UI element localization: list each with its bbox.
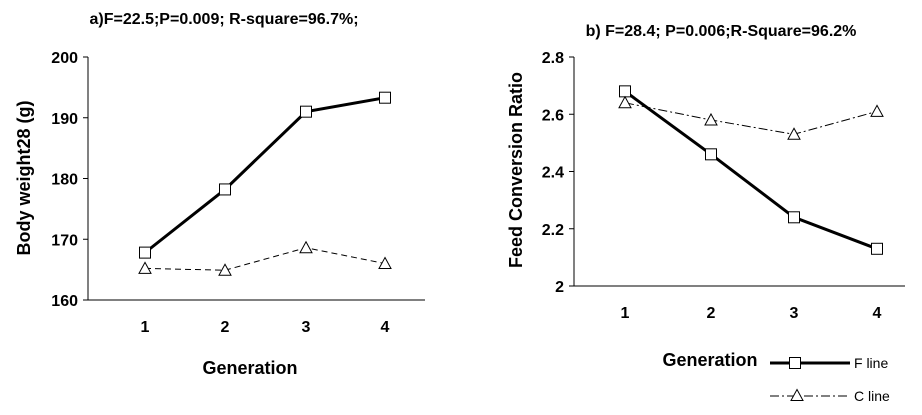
chart-b-x-tick-label: 2 (707, 305, 716, 322)
chart-a-x-tick-label: 4 (381, 319, 390, 336)
chart-b-f-line-square-marker (619, 85, 631, 98)
chart-a-c-line-triangle-marker (378, 256, 392, 270)
legend-item-f-line: F line (770, 355, 888, 371)
legend-c-line-triangle-marker (790, 388, 804, 401)
chart-a-series-f-line (144, 96, 386, 254)
chart-b-y-tick-label: 2.2 (542, 222, 564, 239)
chart-b-y-axis-label: Feed Conversion Ratio (506, 72, 526, 268)
chart-b-f-line-square-marker (705, 148, 717, 161)
chart-a-c-line-triangle-marker (299, 240, 313, 254)
chart-b-x-axis-label: Generation (662, 350, 757, 370)
legend-item-c-line: C line (770, 388, 890, 404)
chart-b-y-tick-label: 2.4 (542, 165, 564, 182)
chart-a-y-tick-label: 160 (51, 293, 78, 310)
chart-b-series-f-line (624, 90, 878, 251)
chart-a-f-line-square-marker (139, 246, 151, 259)
chart-b-c-line-triangle-marker (870, 104, 884, 117)
chart-a-x-tick-label: 1 (141, 319, 150, 336)
chart-a-f-line-square-marker (379, 91, 391, 104)
chart-b-f-line-square-marker (871, 242, 883, 255)
chart-a-y-tick-label: 200 (51, 50, 78, 67)
chart-b-c-line-triangle-marker (704, 112, 718, 126)
legend-c-line-label: C line (854, 388, 890, 404)
chart-a-c-line-triangle-marker (218, 263, 232, 276)
chart-a-f-line-square-marker (219, 183, 231, 196)
chart-a-x-tick-label: 3 (302, 319, 311, 336)
chart-a: 160 170 180 190 200 1 2 3 4 (51, 50, 425, 336)
legend-f-line-square-marker (789, 357, 801, 369)
chart-a-title: a)F=22.5;P=0.009; R-square=96.7%; (89, 11, 358, 28)
chart-a-series-c-line (144, 247, 386, 271)
chart-a-f-line-square-marker (300, 105, 312, 118)
chart-b-x-tick-label: 4 (873, 305, 882, 322)
chart-a-c-line-triangle-marker (138, 261, 152, 274)
chart-a-y-tick-label: 170 (51, 232, 78, 249)
chart-b-y-tick-label: 2.8 (542, 50, 564, 67)
legend-f-line-label: F line (854, 355, 888, 371)
legend: F line C line (770, 355, 890, 404)
chart-a-y-tick-label: 180 (51, 172, 78, 189)
chart-b-y-tick-label: 2 (555, 279, 564, 296)
chart-b: 2 2.2 2.4 2.6 2.8 1 2 3 4 (542, 50, 905, 322)
chart-b-x-tick-label: 3 (790, 305, 799, 322)
chart-b-c-line-triangle-marker (618, 95, 632, 109)
chart-b-f-line-square-marker (788, 211, 800, 224)
chart-a-y-axis-label: Body weight28 (g) (14, 100, 34, 255)
chart-a-y-tick-label: 190 (51, 111, 78, 128)
chart-b-x-tick-label: 1 (621, 305, 630, 322)
chart-a-x-axis-label: Generation (202, 358, 297, 378)
chart-b-title: b) F=28.4; P=0.006;R-Square=96.2% (586, 23, 857, 40)
chart-b-c-line-triangle-marker (787, 127, 801, 140)
chart-a-x-tick-label: 2 (221, 319, 230, 336)
chart-b-y-tick-label: 2.6 (542, 107, 564, 124)
